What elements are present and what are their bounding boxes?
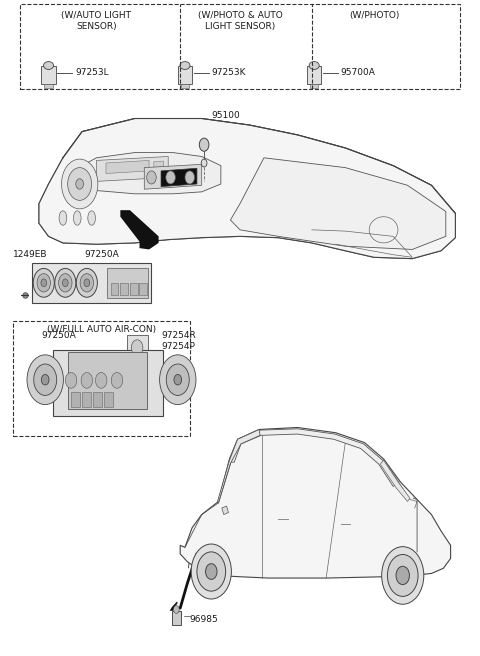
Circle shape [96,373,107,388]
Ellipse shape [44,62,54,70]
Ellipse shape [59,211,67,225]
Polygon shape [154,161,163,172]
Bar [41,66,56,84]
Polygon shape [230,158,446,249]
Bar [68,352,147,409]
Polygon shape [230,429,399,486]
Circle shape [41,375,49,385]
Text: 97254R
97254P: 97254R 97254P [161,331,196,351]
Circle shape [159,355,196,405]
Bar [93,392,102,407]
Bar [310,84,319,88]
Ellipse shape [73,211,81,225]
Polygon shape [169,602,178,611]
Polygon shape [82,153,221,194]
Circle shape [76,268,97,297]
Circle shape [387,554,418,596]
Polygon shape [222,506,228,514]
Ellipse shape [88,211,96,225]
Circle shape [201,159,207,167]
Bar [178,66,192,84]
Circle shape [27,355,63,405]
Bar [44,84,53,88]
Text: 1249EB: 1249EB [12,251,47,259]
Bar [104,392,113,407]
Bar [171,611,181,625]
Text: 97250A: 97250A [41,331,76,340]
Ellipse shape [180,62,190,70]
Text: (W/FULL AUTO AIR-CON): (W/FULL AUTO AIR-CON) [47,325,156,334]
Text: 95100: 95100 [211,111,240,120]
Bar [82,392,91,407]
Circle shape [41,279,47,287]
Circle shape [59,274,72,292]
Circle shape [37,274,50,292]
Circle shape [205,564,217,579]
Polygon shape [161,169,197,186]
Polygon shape [380,461,410,501]
Circle shape [81,373,93,388]
Circle shape [33,268,54,297]
Bar [111,283,119,295]
Text: 96985: 96985 [190,615,218,624]
Polygon shape [120,210,158,249]
Ellipse shape [309,62,319,70]
Bar [140,283,147,295]
Circle shape [199,138,209,152]
Polygon shape [39,119,456,258]
Circle shape [132,340,143,356]
Bar [130,283,138,295]
Polygon shape [217,430,260,502]
Circle shape [382,546,424,604]
Circle shape [76,178,84,189]
Bar [127,335,148,361]
Text: 97253K: 97253K [211,68,246,77]
Circle shape [84,279,90,287]
Text: (W/AUTO LIGHT
SENSOR): (W/AUTO LIGHT SENSOR) [61,11,132,31]
Circle shape [34,364,57,396]
Bar [32,262,152,303]
Text: (W/PHOTO & AUTO
LIGHT SENSOR): (W/PHOTO & AUTO LIGHT SENSOR) [198,11,282,31]
Text: 97253L: 97253L [75,68,108,77]
Circle shape [61,159,98,209]
Circle shape [166,171,175,184]
Circle shape [185,171,194,184]
Text: 97250A: 97250A [84,251,119,259]
Circle shape [147,171,156,184]
Bar [180,84,189,88]
Circle shape [191,544,231,599]
Circle shape [197,552,226,591]
Text: (W/PHOTO): (W/PHOTO) [349,11,399,20]
Circle shape [68,168,92,200]
Bar [108,268,148,298]
Circle shape [65,373,77,388]
Circle shape [55,268,76,297]
Circle shape [166,364,189,396]
Polygon shape [144,165,202,189]
Bar [307,66,322,84]
Polygon shape [96,157,168,181]
Circle shape [174,375,181,385]
Circle shape [111,373,123,388]
Polygon shape [180,428,451,578]
Bar [53,350,163,417]
Bar [71,392,80,407]
Bar [120,283,128,295]
Circle shape [173,605,179,613]
Circle shape [62,279,68,287]
Circle shape [396,566,409,584]
Polygon shape [106,161,149,173]
Circle shape [80,274,94,292]
Text: 95700A: 95700A [340,68,375,77]
